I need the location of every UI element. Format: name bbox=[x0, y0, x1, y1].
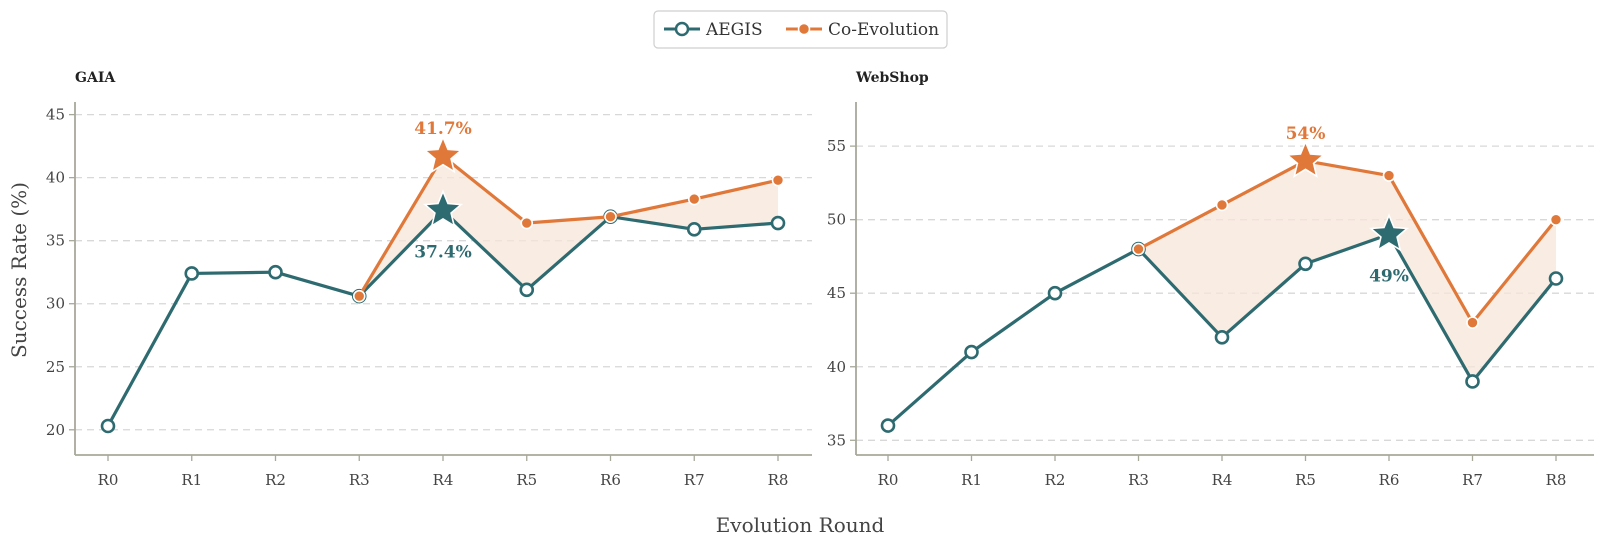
panel-title: WebShop bbox=[855, 70, 929, 86]
coevolution-point bbox=[1132, 242, 1145, 256]
x-tick-label: R2 bbox=[1045, 471, 1066, 489]
aegis-point bbox=[1465, 374, 1480, 389]
y-tick-label: 45 bbox=[46, 106, 65, 124]
legend-label: Co-Evolution bbox=[828, 20, 939, 40]
x-tick-label: R5 bbox=[1295, 471, 1316, 489]
y-tick-label: 20 bbox=[46, 421, 65, 439]
peak-label: 41.7% bbox=[414, 119, 472, 139]
panel-webshop: WebShop 35 40 45 50 55 R0 R1 R2 R3 R4 R5 R6 R7 R8 49% 54… bbox=[827, 70, 1594, 489]
aegis-point bbox=[880, 418, 896, 433]
legend-swatch-marker bbox=[797, 22, 811, 36]
coevolution-point bbox=[1215, 198, 1229, 212]
aegis-point bbox=[686, 222, 702, 237]
y-tick-label: 40 bbox=[46, 169, 65, 187]
x-tick-label: R4 bbox=[433, 471, 454, 489]
y-tick-label: 55 bbox=[827, 137, 846, 155]
aegis-point bbox=[964, 344, 979, 360]
aegis-point bbox=[1214, 330, 1230, 345]
gap-fill bbox=[1138, 160, 1556, 382]
legend: AEGIS Co-Evolution bbox=[653, 10, 948, 49]
aegis-point bbox=[268, 264, 283, 280]
aegis-point bbox=[1047, 285, 1063, 301]
coevolution-point bbox=[1466, 316, 1479, 329]
x-tick-label: R8 bbox=[768, 471, 789, 489]
coevolution-point bbox=[1549, 213, 1563, 226]
coevolution-point bbox=[520, 216, 534, 230]
aegis-point bbox=[1298, 256, 1313, 272]
x-tick-label: R3 bbox=[349, 471, 370, 489]
y-tick-label: 45 bbox=[827, 284, 846, 302]
y-tick-label: 35 bbox=[827, 431, 846, 449]
aegis-point bbox=[519, 282, 535, 298]
coevolution-point bbox=[687, 192, 701, 206]
aegis-point bbox=[770, 215, 786, 231]
x-axis-label: Evolution Round bbox=[716, 513, 885, 537]
legend-label: AEGIS bbox=[705, 20, 763, 40]
panel-title: GAIA bbox=[75, 70, 116, 86]
coevolution-line bbox=[1137, 159, 1558, 325]
x-tick-label: R7 bbox=[684, 471, 705, 489]
legend-item: Co-Evolution bbox=[786, 20, 939, 40]
coevolution-point bbox=[771, 173, 785, 187]
legend-item: AEGIS bbox=[664, 20, 763, 40]
coevolution-point bbox=[352, 289, 366, 303]
y-tick-label: 30 bbox=[46, 295, 65, 313]
x-tick-label: R4 bbox=[1212, 471, 1233, 489]
x-tick-label: R1 bbox=[181, 471, 202, 489]
legend-swatch-marker bbox=[674, 21, 690, 37]
peak-star bbox=[422, 135, 464, 174]
peak-label: 37.4% bbox=[414, 242, 472, 262]
chart-panels: GAIA 20 25 30 35 40 45 R0 R1 R2 R3 R4 R5 R6 R7 R8 37.4% 4… bbox=[46, 70, 1594, 489]
peak-label: 54% bbox=[1286, 124, 1326, 144]
x-tick-label: R6 bbox=[600, 471, 621, 489]
x-tick-label: R3 bbox=[1128, 471, 1149, 489]
coevolution-point bbox=[604, 210, 617, 224]
x-tick-label: R0 bbox=[878, 471, 899, 489]
coevolution-point bbox=[1382, 169, 1396, 182]
peak-star bbox=[422, 189, 464, 228]
x-tick-label: R5 bbox=[516, 471, 537, 489]
x-tick-label: R1 bbox=[961, 471, 982, 489]
y-axis-label: Success Rate (%) bbox=[7, 182, 31, 358]
y-tick-label: 25 bbox=[46, 358, 65, 376]
y-tick-label: 35 bbox=[46, 232, 65, 250]
aegis-point bbox=[1548, 271, 1564, 286]
x-tick-label: R2 bbox=[265, 471, 286, 489]
x-tick-label: R7 bbox=[1462, 471, 1483, 489]
y-tick-label: 40 bbox=[827, 358, 846, 376]
x-tick-label: R8 bbox=[1546, 471, 1567, 489]
aegis-point bbox=[184, 266, 200, 281]
peak-star bbox=[1368, 213, 1410, 252]
peak-star bbox=[1285, 139, 1326, 178]
y-tick-label: 50 bbox=[827, 211, 846, 229]
gap-fill bbox=[359, 156, 778, 297]
x-tick-label: R0 bbox=[98, 471, 119, 489]
aegis-point bbox=[100, 418, 116, 434]
panel-gaia: GAIA 20 25 30 35 40 45 R0 R1 R2 R3 R4 R5 R6 R7 R8 37.4% 4… bbox=[46, 70, 812, 489]
x-tick-label: R6 bbox=[1379, 471, 1400, 489]
peak-label: 49% bbox=[1369, 266, 1409, 286]
coevolution-line bbox=[357, 154, 779, 297]
